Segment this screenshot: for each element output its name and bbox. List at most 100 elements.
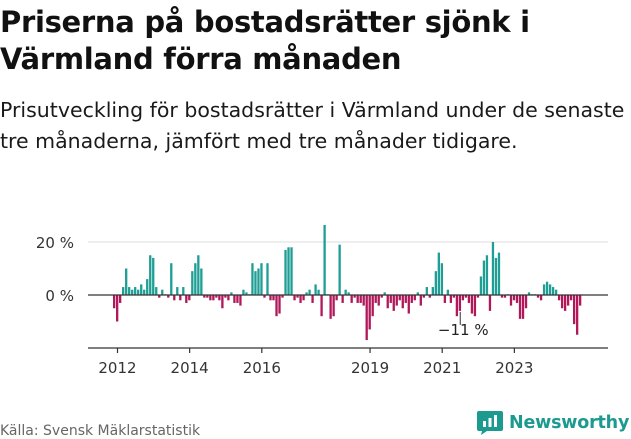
bar — [182, 287, 185, 295]
bar — [569, 295, 573, 301]
bar — [329, 295, 332, 319]
bar — [362, 295, 365, 306]
bar — [215, 295, 218, 298]
bar — [254, 271, 257, 295]
bar — [239, 295, 242, 306]
bar — [476, 295, 480, 298]
bar — [443, 295, 447, 303]
bar — [485, 255, 489, 295]
bar — [434, 271, 437, 295]
bar — [410, 295, 413, 303]
bar — [377, 295, 380, 306]
bar — [149, 255, 152, 295]
bar — [272, 295, 275, 301]
chart-title: Priserna på bostadsrätter sjönk i Värmla… — [0, 5, 530, 76]
bar — [395, 295, 398, 306]
bar — [212, 295, 215, 301]
chart-subtitle: Prisutveckling för bostadsrätter i Värml… — [0, 98, 625, 153]
bar — [194, 263, 197, 295]
bar — [320, 295, 323, 317]
bar — [260, 263, 263, 295]
bar — [554, 289, 558, 295]
bar — [140, 284, 143, 295]
bar — [308, 289, 311, 295]
bar — [287, 247, 290, 295]
bar — [482, 260, 486, 295]
newsworthy-logo[interactable]: Newsworthy — [476, 410, 629, 436]
bar — [293, 295, 296, 301]
bar — [488, 295, 492, 311]
bar — [368, 295, 371, 330]
bar — [296, 295, 299, 298]
bar — [218, 295, 221, 301]
bar — [413, 295, 416, 301]
bar — [497, 252, 501, 295]
bar — [431, 287, 434, 295]
bar — [557, 295, 561, 301]
bar — [344, 289, 347, 295]
bar — [422, 295, 425, 298]
bar — [518, 295, 522, 319]
bar — [281, 295, 284, 298]
bar — [230, 292, 233, 295]
bar — [467, 295, 471, 303]
bar — [494, 257, 498, 295]
bar — [152, 257, 155, 295]
bar — [389, 295, 392, 303]
bar — [227, 295, 230, 301]
bar — [170, 263, 173, 295]
bar — [278, 295, 281, 314]
bar — [455, 295, 459, 317]
bar — [521, 295, 525, 319]
bar — [380, 295, 383, 298]
bar — [515, 295, 519, 303]
bar — [167, 295, 170, 298]
bar — [575, 295, 579, 335]
bar — [200, 268, 203, 295]
bar — [128, 287, 131, 295]
bar — [386, 295, 389, 309]
bar — [257, 268, 260, 295]
bar — [332, 295, 335, 317]
bar — [545, 281, 549, 295]
bar — [464, 295, 468, 298]
bar — [119, 295, 122, 303]
bar — [146, 279, 149, 295]
bar — [233, 295, 236, 303]
bar — [275, 295, 278, 317]
bar — [173, 295, 176, 301]
bar — [155, 287, 158, 295]
bar — [269, 295, 272, 301]
y-tick-label: 20 % — [36, 234, 74, 252]
bar — [542, 284, 546, 295]
bar — [302, 295, 305, 301]
source-note: Källa: Svensk Mäklarstatistik — [0, 423, 201, 439]
bar — [161, 289, 164, 295]
bar — [365, 295, 368, 341]
bar — [425, 287, 428, 295]
bar — [536, 295, 540, 298]
y-tick-label: 0 % — [45, 287, 74, 305]
bar — [251, 263, 254, 295]
bar — [446, 289, 450, 295]
bar — [125, 268, 128, 295]
bar — [440, 263, 444, 295]
bar — [539, 295, 543, 301]
bar — [116, 295, 119, 322]
bar — [419, 295, 422, 306]
bar — [299, 295, 302, 303]
bar — [473, 295, 477, 317]
bar — [449, 295, 453, 303]
bar — [284, 249, 287, 295]
bar — [305, 292, 308, 295]
bar — [323, 225, 326, 295]
x-tick-label: 2012 — [98, 359, 136, 377]
bar — [578, 295, 582, 306]
bar — [245, 292, 248, 295]
x-tick-label: 2016 — [243, 359, 281, 377]
bar — [224, 295, 227, 298]
bar — [188, 295, 191, 301]
bar — [338, 244, 341, 295]
bar — [137, 289, 140, 295]
bar — [221, 295, 224, 309]
